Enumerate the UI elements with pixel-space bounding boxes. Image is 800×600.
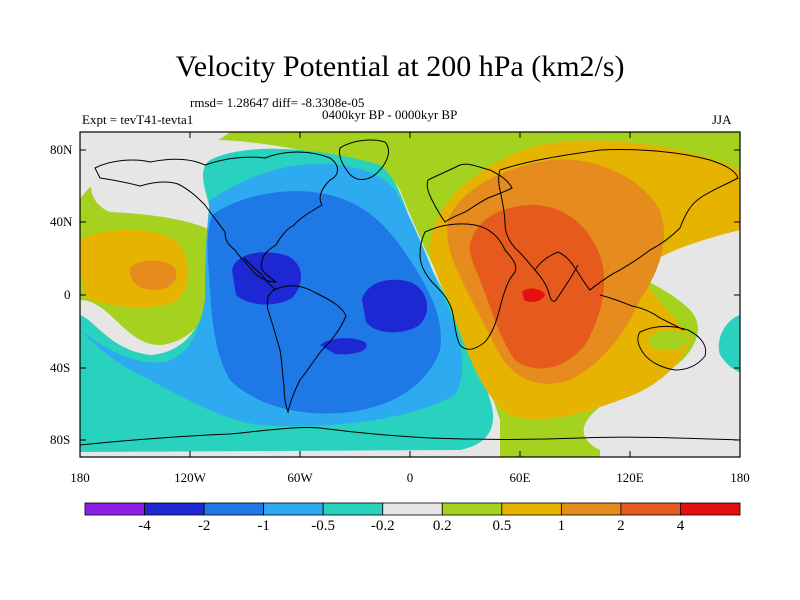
x-label-180-east: 180: [730, 470, 750, 485]
coast-europe: [426, 163, 513, 223]
x-label-180-west: 180: [70, 470, 90, 485]
colorbar-swatch: [560, 502, 622, 516]
coast-south-america: [266, 285, 347, 414]
coast-greenland: [339, 139, 389, 180]
y-label-40s: 40S: [50, 360, 71, 375]
colorbar-label: -2: [197, 518, 211, 534]
colorbar-swatch: [501, 502, 562, 516]
coast-india: [534, 264, 579, 302]
season-label: JJA: [712, 112, 732, 127]
colorbar-label: 2: [617, 518, 625, 534]
colorbar-swatch: [322, 502, 384, 516]
green-patch-australia: [648, 330, 688, 350]
colorbar-swatch: [203, 502, 265, 516]
dark-blue-core-3: [320, 338, 367, 355]
mid-blue-region: [207, 191, 441, 414]
y-label-40n: 40N: [50, 214, 73, 229]
coast-asia: [498, 148, 739, 291]
colorbar-label: 1: [557, 518, 566, 534]
cyan-region-east: [718, 315, 740, 372]
dark-blue-core-2: [362, 279, 428, 333]
colorbar-swatch: [263, 502, 324, 516]
colorbar-swatch: [382, 502, 443, 516]
colorbar-label: -4: [138, 518, 151, 534]
stats-text: rmsd= 1.28647 diff= -8.3308e-05: [190, 95, 365, 110]
x-label-60w: 60W: [287, 470, 313, 485]
x-label-120w: 120W: [174, 470, 206, 485]
x-label-60e: 60E: [509, 470, 531, 485]
colorbar-label: 4: [676, 518, 685, 534]
red-core: [522, 288, 545, 303]
y-label-0: 0: [64, 287, 71, 302]
colorbar-label: 0.2: [432, 518, 452, 534]
coast-central-america: [243, 257, 277, 291]
colorbar-swatch: [144, 502, 205, 516]
coast-north-america: [94, 151, 338, 283]
y-label-80n: 80N: [50, 142, 73, 157]
coast-africa: [419, 223, 517, 350]
experiment-label: Expt = tevT41-tevta1: [82, 112, 194, 127]
dark-orange-blob-west: [129, 260, 177, 290]
colorbar-label: -0.5: [311, 518, 336, 534]
colorbar-label: 0.5: [492, 518, 512, 534]
colorbar-swatch: [441, 502, 503, 516]
coast-indonesia: [599, 294, 685, 331]
colorbar-label: -1: [257, 518, 270, 534]
y-label-80s: 80S: [50, 432, 71, 447]
dark-blue-core-1: [232, 252, 302, 305]
coastlines: [80, 139, 740, 446]
map-title: Velocity Potential at 200 hPa (km2/s): [175, 50, 625, 83]
colorbar-label: -0.2: [370, 518, 395, 534]
axis-ticks: [80, 132, 740, 457]
x-label-120e: 120E: [616, 470, 644, 485]
period-text: 0400kyr BP - 0000kyr BP: [322, 107, 458, 122]
coast-australia: [637, 326, 707, 371]
colorbar-swatch: [84, 502, 145, 516]
colorbar: [84, 502, 741, 516]
x-label-0: 0: [406, 470, 414, 485]
contour-field: [80, 132, 740, 457]
colorbar-swatch: [620, 502, 681, 516]
colorbar-swatch: [680, 502, 741, 516]
coast-antarctica: [80, 426, 740, 446]
